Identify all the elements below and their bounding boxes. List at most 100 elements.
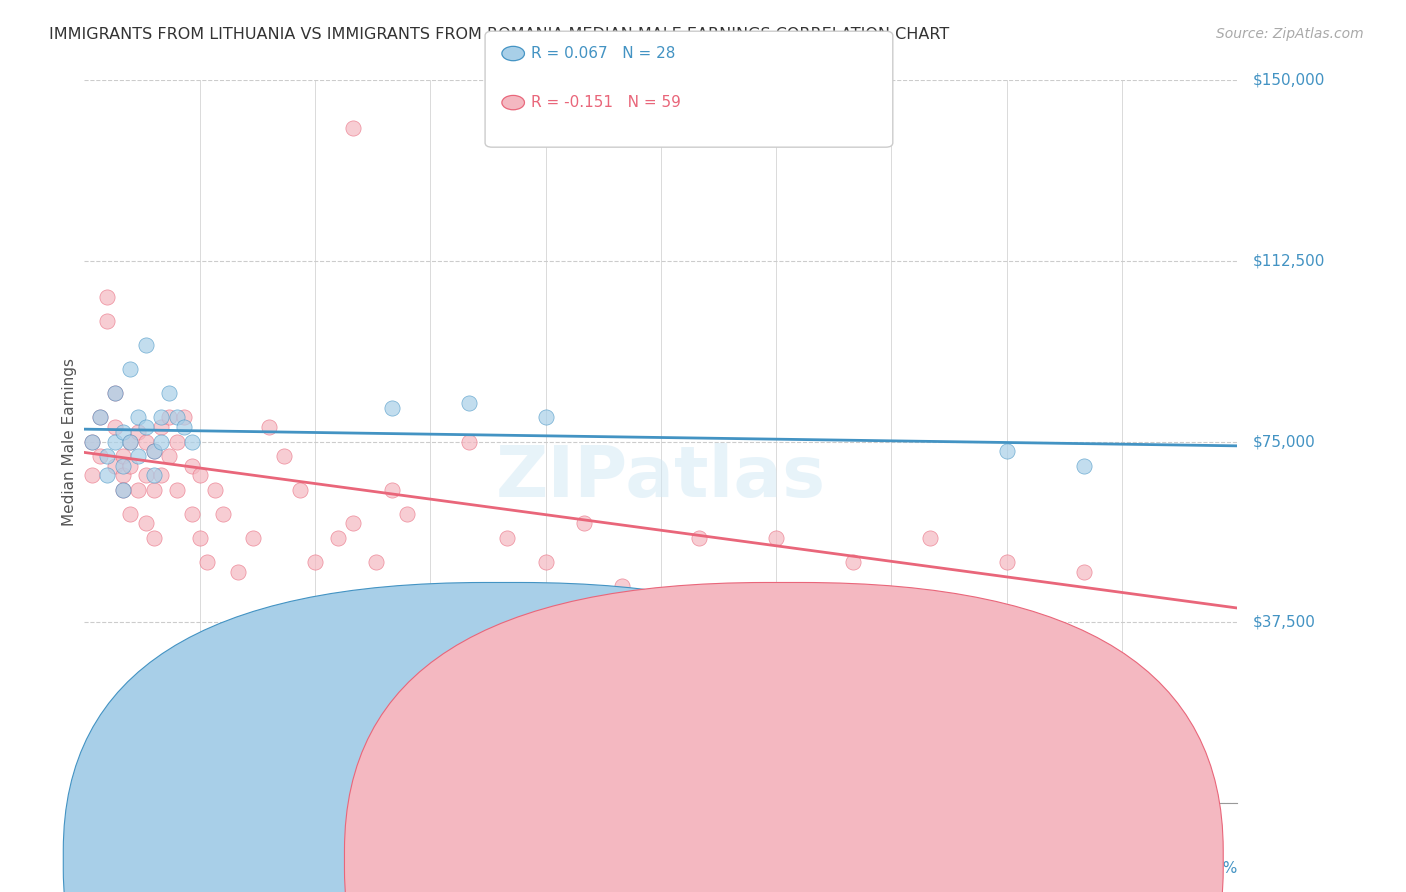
Point	[80, 434, 103, 449]
Text: $112,500: $112,500	[1253, 253, 1324, 268]
Point	[111, 449, 134, 463]
Point	[273, 449, 295, 463]
Point	[166, 483, 188, 497]
Text: 15.0%: 15.0%	[1189, 861, 1237, 876]
Y-axis label: Median Male Earnings: Median Male Earnings	[62, 358, 77, 525]
Point	[326, 531, 349, 545]
Point	[211, 507, 233, 521]
Point	[995, 444, 1018, 458]
Point	[534, 410, 557, 425]
Point	[89, 410, 111, 425]
Point	[120, 458, 142, 473]
Point	[496, 531, 519, 545]
Point	[135, 338, 157, 352]
Point	[257, 420, 280, 434]
Point	[142, 444, 165, 458]
Point	[111, 468, 134, 483]
Point	[457, 396, 479, 410]
Point	[111, 483, 134, 497]
Point	[111, 425, 134, 439]
Point	[96, 468, 118, 483]
Point	[104, 386, 127, 401]
Point	[381, 483, 404, 497]
Point	[150, 420, 173, 434]
Point	[242, 531, 264, 545]
Point	[612, 579, 634, 593]
Point	[342, 516, 364, 531]
Point	[396, 507, 419, 521]
Point	[188, 531, 211, 545]
Point	[104, 434, 127, 449]
Point	[166, 410, 188, 425]
Point	[96, 290, 118, 304]
Point	[127, 449, 149, 463]
Point	[135, 468, 157, 483]
Point	[572, 516, 595, 531]
Point	[150, 468, 173, 483]
Point	[104, 420, 127, 434]
Point	[918, 531, 941, 545]
Point	[142, 468, 165, 483]
Point	[534, 555, 557, 569]
Point	[1073, 565, 1095, 579]
Text: Immigrants from Lithuania: Immigrants from Lithuania	[534, 842, 720, 856]
Point	[89, 410, 111, 425]
Point	[135, 420, 157, 434]
Point	[80, 434, 103, 449]
Point	[842, 555, 865, 569]
Text: R = -0.151   N = 59: R = -0.151 N = 59	[531, 95, 682, 110]
Point	[120, 434, 142, 449]
Point	[127, 410, 149, 425]
Point	[166, 434, 188, 449]
Text: Source: ZipAtlas.com: Source: ZipAtlas.com	[1216, 27, 1364, 41]
Text: $37,500: $37,500	[1253, 615, 1316, 630]
Point	[226, 565, 249, 579]
Point	[288, 483, 311, 497]
Point	[142, 483, 165, 497]
Point	[157, 449, 180, 463]
Point	[304, 555, 326, 569]
Point	[995, 555, 1018, 569]
Point	[135, 434, 157, 449]
Text: 0.0%: 0.0%	[84, 861, 124, 876]
Point	[150, 434, 173, 449]
Point	[120, 362, 142, 376]
Point	[80, 468, 103, 483]
Point	[157, 386, 180, 401]
Point	[120, 507, 142, 521]
Point	[104, 386, 127, 401]
Text: $75,000: $75,000	[1253, 434, 1316, 449]
Point	[127, 425, 149, 439]
Point	[173, 420, 195, 434]
Point	[181, 434, 204, 449]
Point	[1073, 458, 1095, 473]
Point	[188, 468, 211, 483]
Point	[96, 314, 118, 328]
Point	[142, 444, 165, 458]
Point	[457, 434, 479, 449]
Point	[342, 121, 364, 136]
Point	[688, 531, 710, 545]
Text: Immigrants from Romania: Immigrants from Romania	[801, 842, 983, 856]
Point	[366, 555, 388, 569]
Point	[150, 410, 173, 425]
Text: ZIPatlas: ZIPatlas	[496, 443, 825, 512]
Point	[111, 483, 134, 497]
Point	[195, 555, 218, 569]
Point	[181, 507, 204, 521]
Point	[104, 458, 127, 473]
Point	[96, 449, 118, 463]
Point	[135, 516, 157, 531]
Text: R = 0.067   N = 28: R = 0.067 N = 28	[531, 46, 676, 61]
Point	[173, 410, 195, 425]
Text: IMMIGRANTS FROM LITHUANIA VS IMMIGRANTS FROM ROMANIA MEDIAN MALE EARNINGS CORREL: IMMIGRANTS FROM LITHUANIA VS IMMIGRANTS …	[49, 27, 949, 42]
Point	[89, 449, 111, 463]
Point	[381, 401, 404, 415]
Point	[111, 458, 134, 473]
Point	[765, 531, 787, 545]
Text: $150,000: $150,000	[1253, 73, 1324, 87]
Point	[120, 434, 142, 449]
Point	[181, 458, 204, 473]
Point	[142, 531, 165, 545]
Point	[127, 483, 149, 497]
